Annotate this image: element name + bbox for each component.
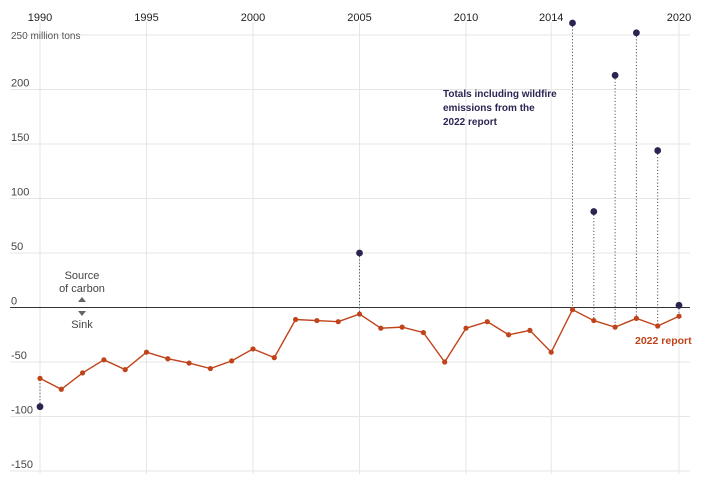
wildfire-annotation-line-2: emissions from the [443,103,535,114]
report-point [165,356,171,362]
wildfire-series-points [36,19,683,411]
x-tick-label: 1995 [134,12,158,24]
report-point [229,358,235,364]
arrow-up-icon [78,297,86,302]
y-unit-label: 250 million tons [11,31,80,42]
y-tick-label: -50 [11,350,27,362]
x-tick-label: 2010 [454,12,478,24]
y-tick-label: 50 [11,241,23,253]
report-point [463,325,469,331]
wildfire-point [569,19,576,27]
wildfire-annotation-line-3: 2022 report [443,117,498,128]
report-point [633,315,640,321]
report-point [548,349,554,355]
arrow-down-icon [78,311,86,316]
wildfire-annotation-line-1: Totals including wildfire [443,89,557,100]
y-tick-label: 0 [11,296,17,308]
wildfire-point [633,29,640,37]
report-point [335,319,341,325]
report-point [80,370,86,376]
report-point [58,386,64,392]
wildfire-point [356,249,363,257]
report-point [442,359,448,365]
wildfire-point [675,301,683,309]
report-point [612,324,618,330]
source-label-2: of carbon [59,283,105,295]
report-point [378,325,384,331]
x-tick-label: 2005 [347,12,371,24]
report-point [37,375,43,381]
y-tick-label: -150 [11,459,33,471]
report-point [250,346,256,352]
report-point [506,332,512,338]
report-point [527,327,533,333]
y-tick-label: 100 [11,187,29,199]
wildfire-point [36,403,44,411]
report-point [207,365,213,372]
wildfire-drop-lines [39,23,680,407]
wildfire-point [590,208,598,215]
wildfire-annotation: Totals including wildfire emissions from… [443,89,557,128]
report-point [399,324,405,330]
x-axis: 1990 1995 2000 2005 2010 2014 2020 [28,12,691,24]
x-tick-label: 2020 [667,12,691,24]
report-point [271,355,277,361]
report-series-label: 2022 report [635,335,692,347]
report-point [420,329,426,336]
grid [10,22,690,474]
report-point [143,349,150,355]
report-point [569,307,576,313]
wildfire-point [611,71,619,79]
report-point [122,367,128,373]
report-point [356,311,363,317]
report-point [484,319,490,325]
y-tick-label: 150 [11,132,29,144]
y-tick-label: -100 [11,405,33,417]
y-tick-label: 200 [11,78,29,90]
report-point [186,360,192,366]
report-point [293,316,299,323]
x-tick-label: 2000 [241,12,265,24]
x-tick-label: 2014 [539,12,563,24]
source-label: Source [65,270,100,282]
x-tick-label: 1990 [28,12,52,24]
wildfire-point [654,147,662,154]
report-point [655,323,661,329]
report-point [101,357,107,363]
report-point [676,313,682,319]
source-sink-annotation: Source of carbon Sink [59,270,105,331]
report-series-points [37,307,682,392]
sink-label: Sink [71,319,93,331]
report-point [314,317,320,324]
report-point [591,317,597,324]
y-axis: 200 150 100 50 0 -50 -100 -150 [11,78,33,472]
